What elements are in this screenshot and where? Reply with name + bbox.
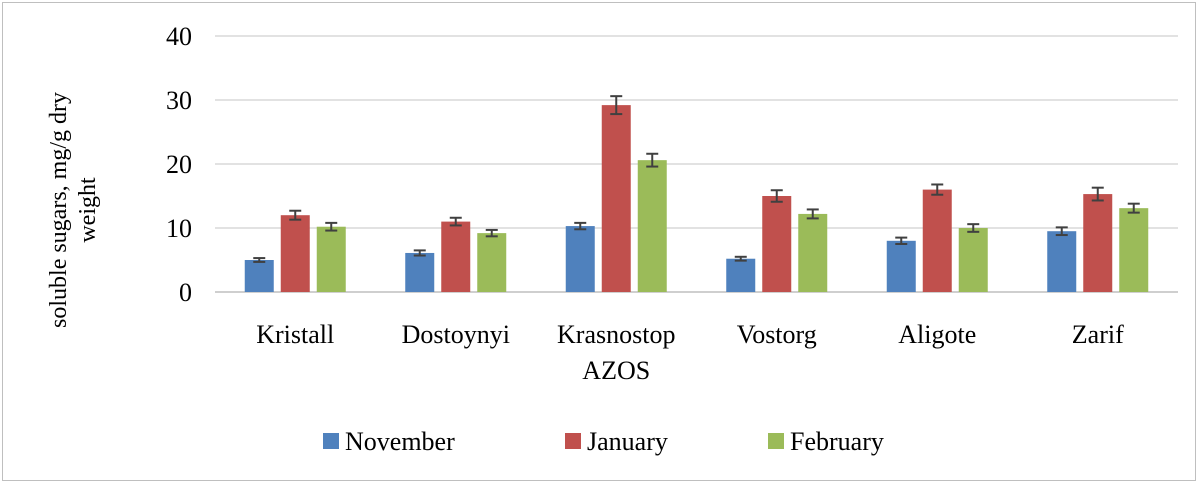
legend-item-february: February xyxy=(768,427,884,456)
bar-november xyxy=(1047,231,1077,292)
error-bar xyxy=(1127,202,1140,214)
y-tick-label: 10 xyxy=(166,214,192,243)
bar-february xyxy=(637,160,667,292)
error-bar xyxy=(1091,186,1104,202)
error-bar xyxy=(967,223,980,233)
legend-swatch xyxy=(323,433,339,449)
bar-november xyxy=(886,240,916,292)
bar-january xyxy=(922,189,952,292)
error-bar xyxy=(289,209,302,221)
legend-item-november: November xyxy=(323,427,455,456)
category-label: Dostoynyi xyxy=(402,320,510,349)
bar-february xyxy=(477,233,507,292)
error-bar xyxy=(895,236,908,245)
bar-november xyxy=(405,252,435,292)
y-tick-label: 30 xyxy=(166,86,192,115)
error-bar xyxy=(770,189,783,203)
error-bar xyxy=(325,221,338,232)
error-bar xyxy=(449,216,462,227)
error-bar xyxy=(574,221,587,231)
bar-january xyxy=(280,215,310,292)
error-bar xyxy=(734,255,747,262)
bar-january xyxy=(1083,194,1113,292)
bar-january xyxy=(762,196,792,292)
error-bar xyxy=(610,95,623,116)
error-bar xyxy=(646,152,659,168)
category-label: Aligote xyxy=(898,320,976,349)
y-tick-labels: 0 10 20 30 40 xyxy=(166,22,192,307)
legend-label: January xyxy=(587,427,668,456)
bar-february xyxy=(316,226,346,292)
gridlines xyxy=(215,35,1178,293)
category-label: Kristall xyxy=(256,320,334,349)
error-bar xyxy=(413,249,426,257)
error-bar xyxy=(485,228,498,238)
y-tick-label: 20 xyxy=(166,150,192,179)
legend-swatch xyxy=(768,433,784,449)
bars xyxy=(244,105,1149,293)
error-bar xyxy=(253,257,266,263)
error-bar xyxy=(1055,226,1068,237)
error-bars xyxy=(253,95,1140,263)
bar-november xyxy=(244,260,274,292)
legend: November January February xyxy=(323,427,884,456)
legend-item-january: January xyxy=(565,427,668,456)
category-label: Krasnostop AZOS xyxy=(557,320,675,385)
bar-february xyxy=(958,228,988,292)
bar-february xyxy=(798,213,828,292)
category-labels: Kristall Dostoynyi Krasnostop AZOS Vostorg Al… xyxy=(256,320,1124,385)
error-bar xyxy=(931,183,944,196)
y-tick-label: 40 xyxy=(166,22,192,51)
error-bar xyxy=(806,208,819,220)
bar-january xyxy=(441,221,471,292)
bar-november xyxy=(565,226,595,292)
y-axis-title: soluble sugars, mg/g dry weight xyxy=(46,92,101,328)
bar-november xyxy=(726,258,756,292)
legend-label: November xyxy=(345,427,455,456)
legend-label: February xyxy=(790,427,884,456)
category-label: Vostorg xyxy=(737,320,817,349)
legend-swatch xyxy=(565,433,581,449)
bar-february xyxy=(1119,208,1149,292)
y-tick-label: 0 xyxy=(179,278,192,307)
category-label: Zarif xyxy=(1072,320,1124,349)
bar-january xyxy=(601,105,631,293)
y-axis-title: soluble sugars, mg/g dry weight xyxy=(46,92,101,328)
